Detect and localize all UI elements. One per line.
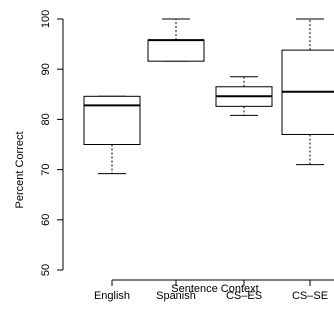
y-axis-label: Percent Correct: [14, 131, 26, 208]
box-rect-0: [83, 95, 141, 145]
box-0: [83, 95, 141, 175]
y-tick-label-60: 60: [40, 214, 52, 226]
box-3: [281, 18, 334, 166]
box-rect-1: [147, 39, 205, 62]
box-1: [147, 18, 205, 62]
x-axis-label: Sentence Context: [171, 283, 258, 295]
y-tick-label-90: 90: [40, 63, 52, 75]
box-2: [215, 76, 273, 116]
boxes-group: [83, 18, 334, 175]
y-tick-label-50: 50: [40, 264, 52, 276]
x-tick-label-3: CS–SE: [292, 290, 328, 302]
x-tick-label-2: CS–ES: [226, 290, 262, 302]
x-tick-label-0: English: [94, 290, 130, 302]
y-tick-label-70: 70: [40, 163, 52, 175]
y-axis: 50 60 70 80 90 100: [40, 10, 64, 276]
y-tick-label-100: 100: [40, 10, 52, 28]
y-tick-label-80: 80: [40, 113, 52, 125]
x-axis: English Spanish CS–ES CS–SE: [94, 279, 334, 302]
x-tick-label-1: Spanish: [156, 290, 196, 302]
